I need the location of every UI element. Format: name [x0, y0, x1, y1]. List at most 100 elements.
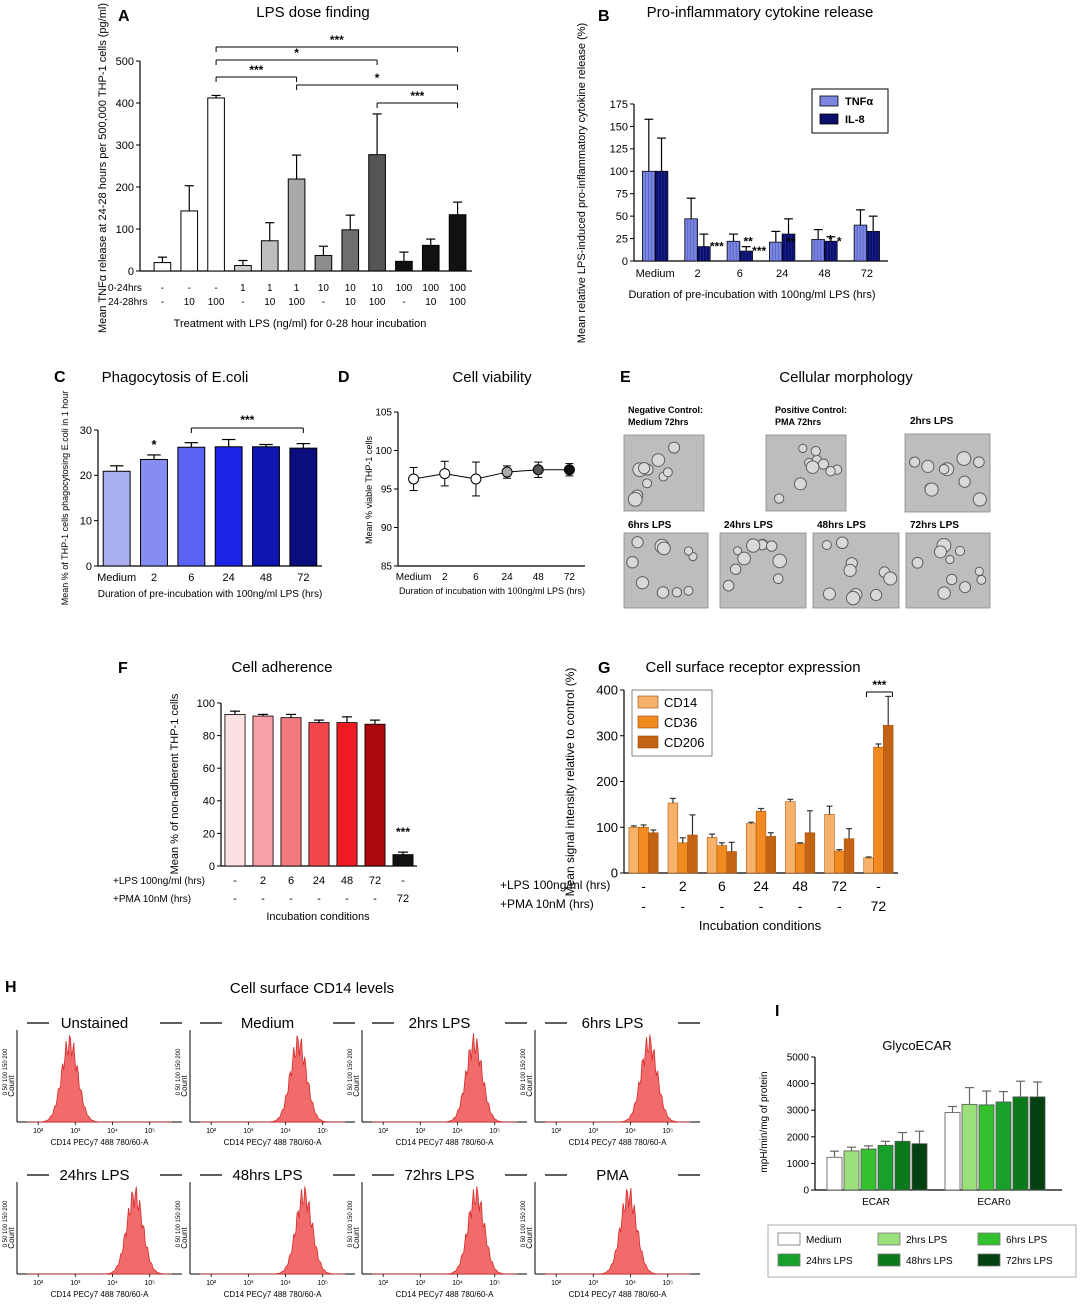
bar-b-1-0 [654, 170, 669, 262]
bar-i-4-0 [894, 1140, 911, 1191]
x-tick-label: ECAR [862, 1197, 890, 1208]
y-tick-label: 30 [80, 425, 92, 437]
row-0-label: - [233, 875, 237, 887]
panel-a-title: LPS dose finding [256, 4, 369, 21]
significance-label: *** [410, 89, 424, 103]
y-tick-label: 20 [203, 828, 215, 840]
bar-g-2-2 [726, 851, 737, 874]
histogram-x-title: CD14 PECy7 488 780/60-A [396, 1290, 495, 1299]
histogram-y-ticks: 0 50 100 150 200 [521, 1048, 527, 1095]
histogram-x-tick-label: 10⁴ [625, 1128, 636, 1135]
legend-swatch [819, 95, 839, 107]
row-0-label: 2 [679, 878, 687, 894]
cell-shape [662, 467, 673, 478]
legend-swatch [819, 113, 839, 125]
row-0-label: - [876, 878, 881, 894]
bar-i-3-0 [877, 1144, 894, 1191]
cell-shape [909, 456, 921, 468]
panel-letter-d: D [338, 369, 350, 386]
histogram-area [545, 1034, 690, 1123]
bar-f-4 [336, 722, 358, 867]
bar-g-1-6 [873, 746, 884, 874]
row-0-label: 24 [313, 875, 325, 887]
row-0-label: 2 [260, 875, 266, 887]
y-tick-label: 40 [203, 796, 215, 808]
legend-label: 72hrs LPS [1006, 1256, 1053, 1267]
bar-g-0-3 [746, 823, 757, 874]
bar-f-3 [308, 722, 330, 867]
bar-f-1 [252, 715, 274, 867]
row-0-label: 6 [718, 878, 726, 894]
histogram-x-tick-label: 10² [206, 1280, 217, 1287]
cell-shape [945, 555, 955, 565]
histogram-title: 72hrs LPS [404, 1167, 474, 1184]
row-0-label: 1 [294, 283, 300, 294]
cell-shape [651, 453, 666, 467]
significance-label: *** [872, 678, 886, 692]
panel-i-title: GlycoECAR [882, 1038, 951, 1053]
bar-g-1-2 [716, 845, 728, 874]
significance-label: * [837, 234, 842, 248]
histogram-x-tick-label: 10³ [70, 1280, 81, 1287]
histogram-x-tick-label: 10⁴ [107, 1280, 118, 1287]
row-0-label: 10 [318, 283, 330, 294]
significance-label: *** [710, 240, 724, 254]
bar-a-8 [368, 154, 386, 272]
row-0-label: 1 [267, 283, 273, 294]
row-1-label: 10 [264, 297, 276, 308]
significance-label: ** [786, 235, 796, 249]
histogram-y-label: Count [525, 1227, 534, 1249]
y-tick-label: 0 [86, 561, 92, 573]
histogram-x-title: CD14 PECy7 488 780/60-A [224, 1290, 323, 1299]
cell-shape [683, 585, 694, 596]
x-tick-label: 72 [861, 268, 873, 280]
histogram-x-title: CD14 PECy7 488 780/60-A [569, 1138, 668, 1147]
row-0-label: - [214, 283, 217, 294]
x-axis-title: Incubation conditions [266, 911, 370, 923]
x-tick-label: 24 [223, 572, 235, 584]
histogram-area [545, 1187, 690, 1275]
cell-shape [793, 477, 807, 491]
histogram-title: 48hrs LPS [232, 1167, 302, 1184]
bar-c-2 [177, 446, 206, 567]
cell-shape [954, 545, 966, 557]
x-tick-label: 24 [776, 268, 788, 280]
bar-b-0-1 [684, 218, 698, 262]
bar-f-5 [364, 723, 386, 867]
row-1-label: 100 [369, 297, 386, 308]
significance-label: *** [396, 825, 410, 839]
histogram-title: 6hrs LPS [582, 1015, 644, 1032]
histogram-title: 2hrs LPS [409, 1015, 471, 1032]
histogram-y-label: Count [352, 1075, 361, 1097]
row-0-label: 48 [792, 878, 808, 894]
cell-shape [938, 463, 950, 475]
y-axis-title: mpH/min/mg of protein [759, 1071, 770, 1172]
row-1-label: - [322, 297, 325, 308]
micrograph-label: 2hrs LPS [910, 416, 954, 427]
histogram-y-ticks: 0 50 100 150 200 [3, 1200, 9, 1247]
row-1-label: 10 [345, 297, 357, 308]
bar-c-3 [214, 446, 243, 567]
cell-shape [937, 586, 951, 600]
row-1-label: - [837, 898, 842, 914]
histogram-x-tick-label: 10² [33, 1128, 44, 1135]
bar-a-0 [153, 262, 172, 272]
legend-label: 24hrs LPS [806, 1256, 853, 1267]
cell-shape [626, 555, 639, 569]
cell-shape [642, 478, 653, 489]
data-point [439, 468, 451, 480]
cell-shape [671, 587, 683, 598]
legend-label: CD14 [664, 695, 697, 710]
x-tick-label: 72 [564, 572, 576, 583]
x-tick-label: 2 [442, 572, 448, 583]
bar-c-0 [102, 470, 131, 567]
y-axis-title: Mean % of THP-1 cells phagocytosing E.co… [60, 391, 70, 605]
significance-label: *** [240, 413, 254, 427]
y-tick-label: 100 [197, 698, 215, 710]
row-label-1: +PMA 10nM (hrs) [113, 894, 191, 905]
histogram-y-ticks: 0 50 100 150 200 [348, 1200, 354, 1247]
cell-shape [911, 556, 924, 569]
legend-label: IL-8 [845, 114, 865, 126]
